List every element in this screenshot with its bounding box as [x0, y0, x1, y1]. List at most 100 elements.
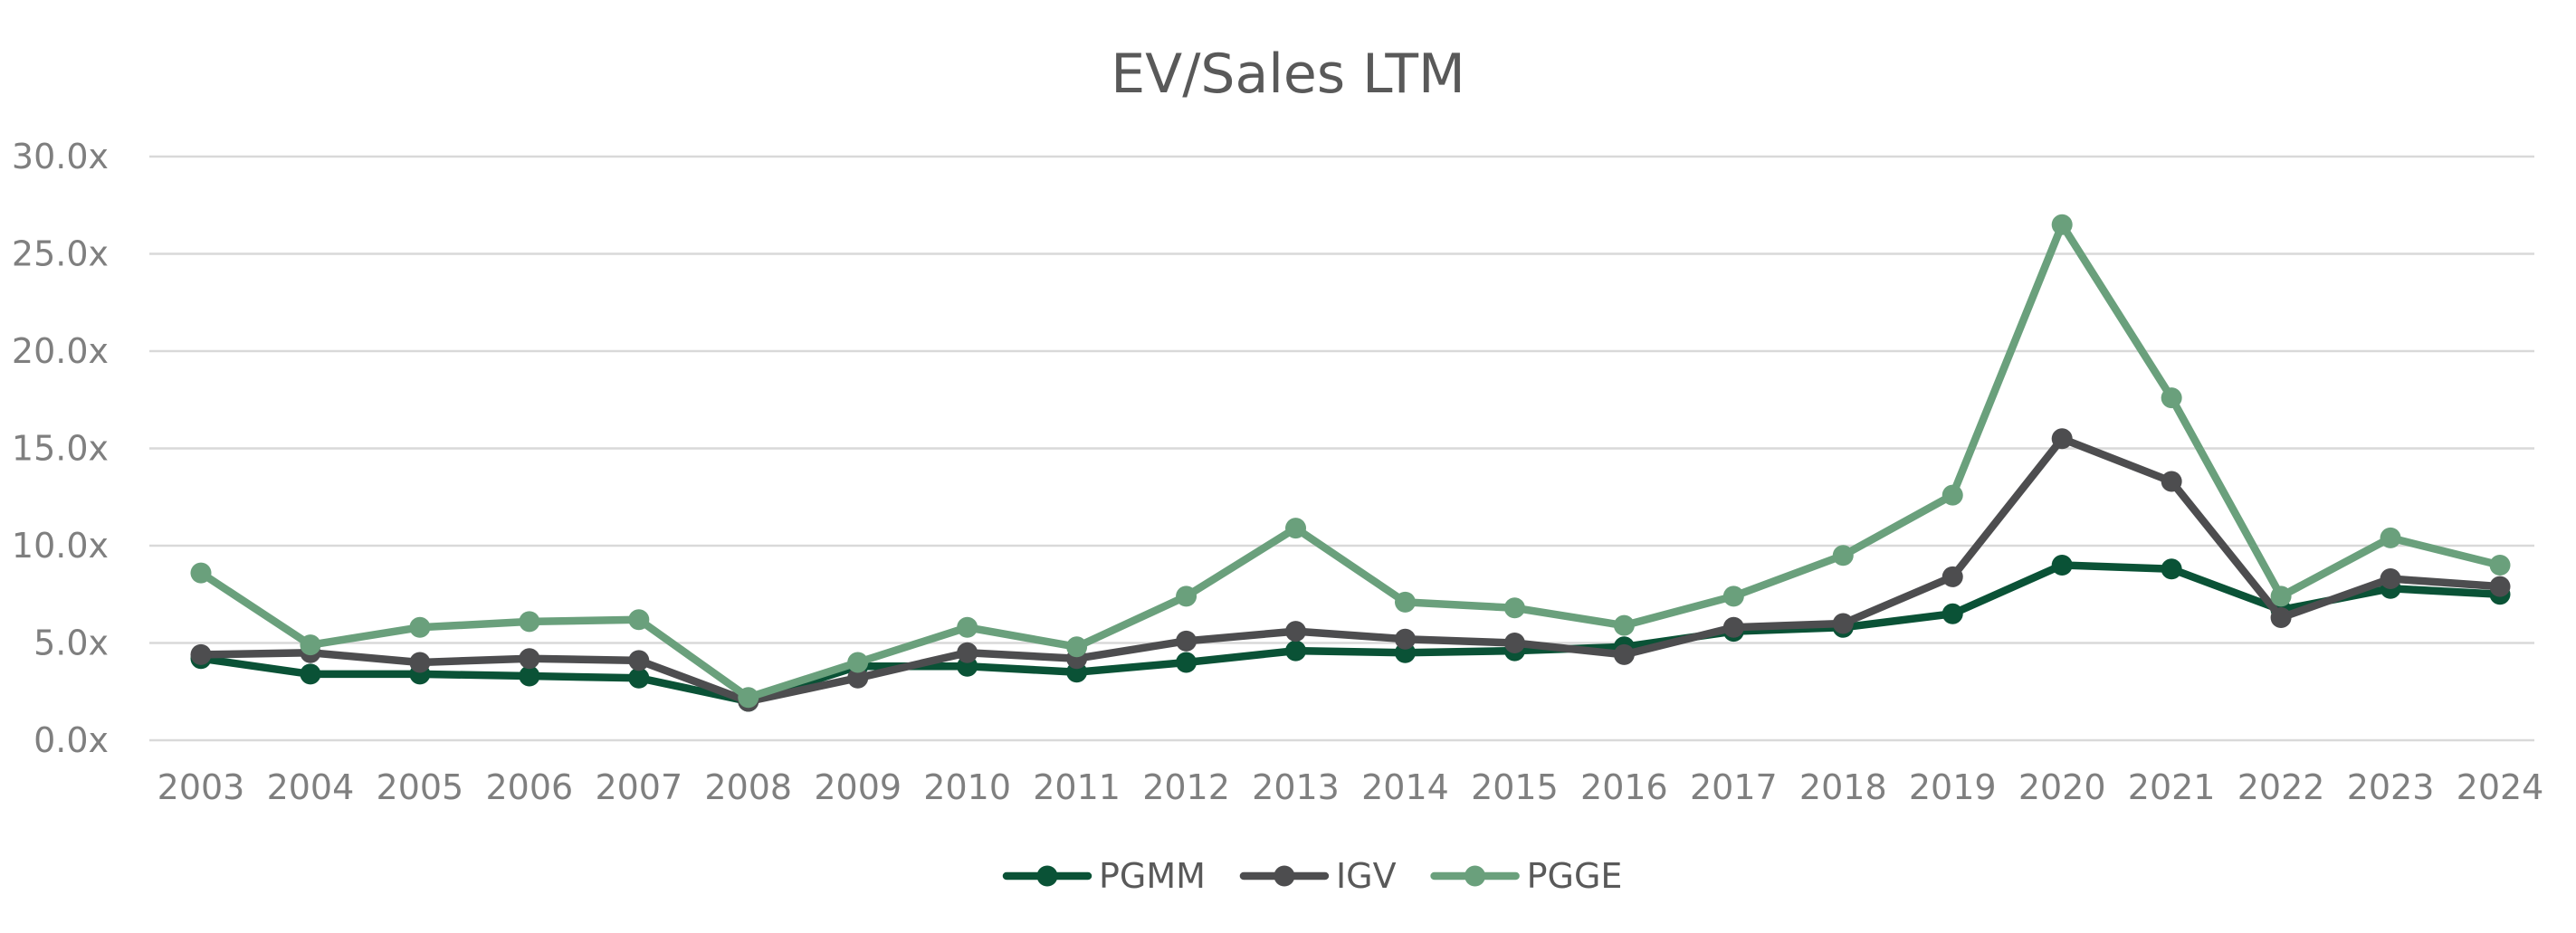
x-tick-label: 2022: [2237, 767, 2325, 807]
data-point-igv: [628, 650, 650, 671]
x-tick-label: 2003: [157, 767, 245, 807]
data-point-pgge: [1176, 586, 1197, 607]
x-tick-label: 2007: [595, 767, 682, 807]
y-axis-ticks: 0.0x 5.0x 10.0x 15.0x 20.0x 25.0x 30.0x: [12, 137, 109, 760]
series-line-pgge: [196, 221, 2504, 701]
y-tick-label: 0.0x: [33, 720, 109, 760]
data-point-pgmm: [2161, 558, 2182, 580]
x-tick-label: 2014: [1361, 767, 1449, 807]
x-tick-label: 2016: [1580, 767, 1668, 807]
x-tick-label: 2013: [1252, 767, 1340, 807]
data-point-igv: [2489, 576, 2511, 597]
legend-swatch-marker: [1465, 865, 1486, 887]
data-point-pgge: [738, 687, 759, 709]
data-point-igv: [190, 643, 212, 665]
data-point-pgge: [300, 634, 321, 656]
data-point-igv: [1285, 621, 1307, 643]
legend-item-pgge: PGGE: [1430, 856, 1623, 896]
series-igv: [190, 428, 2511, 712]
y-tick-label: 15.0x: [12, 429, 109, 469]
legend-label: PGMM: [1099, 856, 1206, 896]
chart-title: EV/Sales LTM: [1111, 43, 1465, 106]
data-point-pgge: [2489, 555, 2511, 576]
x-tick-label: 2017: [1690, 767, 1778, 807]
data-point-igv: [957, 642, 978, 663]
data-point-pgge: [957, 616, 978, 638]
data-point-igv: [2270, 607, 2292, 629]
data-point-pgge: [1066, 636, 1088, 658]
data-point-igv: [1176, 630, 1197, 652]
x-tick-label: 2018: [1799, 767, 1887, 807]
data-point-pgge: [628, 609, 650, 631]
data-point-igv: [1613, 643, 1635, 665]
data-point-pgmm: [300, 663, 321, 685]
data-point-igv: [2051, 428, 2073, 450]
data-point-pgmm: [1285, 640, 1307, 662]
series-group: [190, 214, 2511, 712]
x-tick-label: 2010: [923, 767, 1011, 807]
legend: PGMM IGV PGGE: [1002, 856, 1623, 896]
data-point-pgge: [1722, 586, 1744, 607]
data-point-pgge: [2380, 527, 2401, 548]
data-point-pgmm: [519, 665, 540, 687]
x-tick-label: 2008: [704, 767, 792, 807]
data-point-igv: [1832, 613, 1854, 634]
data-point-igv: [847, 667, 869, 689]
y-tick-label: 30.0x: [12, 137, 109, 176]
series-pgge: [190, 214, 2511, 709]
data-point-igv: [519, 648, 540, 670]
data-point-pgge: [2161, 387, 2182, 409]
data-point-pgge: [190, 562, 212, 584]
legend-label: PGGE: [1527, 856, 1623, 896]
y-tick-label: 5.0x: [33, 624, 109, 663]
y-tick-label: 20.0x: [12, 331, 109, 371]
data-point-pgmm: [1942, 603, 1963, 624]
data-point-pgge: [1394, 591, 1416, 613]
x-tick-label: 2023: [2347, 767, 2435, 807]
data-point-igv: [1503, 633, 1525, 653]
data-point-igv: [1394, 628, 1416, 650]
data-point-pgge: [2270, 586, 2292, 607]
x-tick-label: 2020: [2018, 767, 2106, 807]
gridlines: [149, 155, 2534, 742]
x-tick-label: 2024: [2457, 767, 2544, 807]
series-pgmm: [190, 555, 2511, 712]
data-point-igv: [1942, 566, 1963, 587]
data-point-igv: [409, 652, 431, 673]
data-point-pgge: [847, 652, 869, 673]
legend-label: IGV: [1336, 856, 1397, 896]
data-point-pgge: [1832, 545, 1854, 566]
series-line-pgmm: [196, 561, 2504, 706]
legend-item-igv: IGV: [1239, 856, 1397, 896]
data-point-pgmm: [2051, 555, 2073, 576]
data-point-pgge: [1613, 614, 1635, 636]
data-point-igv: [1722, 616, 1744, 638]
y-tick-label: 10.0x: [12, 526, 109, 566]
data-point-pgge: [1285, 518, 1307, 539]
x-tick-label: 2009: [814, 767, 902, 807]
x-tick-label: 2021: [2128, 767, 2216, 807]
data-point-pgmm: [1176, 652, 1197, 673]
x-axis-ticks: 2003 2004 2005 2006 2007 2008 2009 2010 2011 2012…: [157, 767, 2544, 807]
x-tick-label: 2011: [1033, 767, 1121, 807]
series-line-igv: [196, 434, 2504, 706]
x-tick-label: 2004: [267, 767, 355, 807]
legend-item-pgmm: PGMM: [1002, 856, 1206, 896]
data-point-igv: [2161, 471, 2182, 492]
x-tick-label: 2012: [1142, 767, 1230, 807]
data-point-igv: [2380, 568, 2401, 590]
data-point-pgge: [1503, 597, 1525, 619]
x-tick-label: 2005: [377, 767, 464, 807]
x-tick-label: 2006: [485, 767, 573, 807]
x-tick-label: 2015: [1471, 767, 1559, 807]
data-point-pgge: [409, 616, 431, 638]
data-point-pgge: [1942, 484, 1963, 506]
x-tick-label: 2019: [1909, 767, 1997, 807]
data-point-pgge: [519, 611, 540, 633]
legend-swatch-marker: [1036, 865, 1058, 887]
y-tick-label: 25.0x: [12, 234, 109, 274]
data-point-pgmm: [628, 667, 650, 689]
data-point-pgge: [2051, 214, 2073, 235]
legend-swatch-marker: [1274, 865, 1295, 887]
